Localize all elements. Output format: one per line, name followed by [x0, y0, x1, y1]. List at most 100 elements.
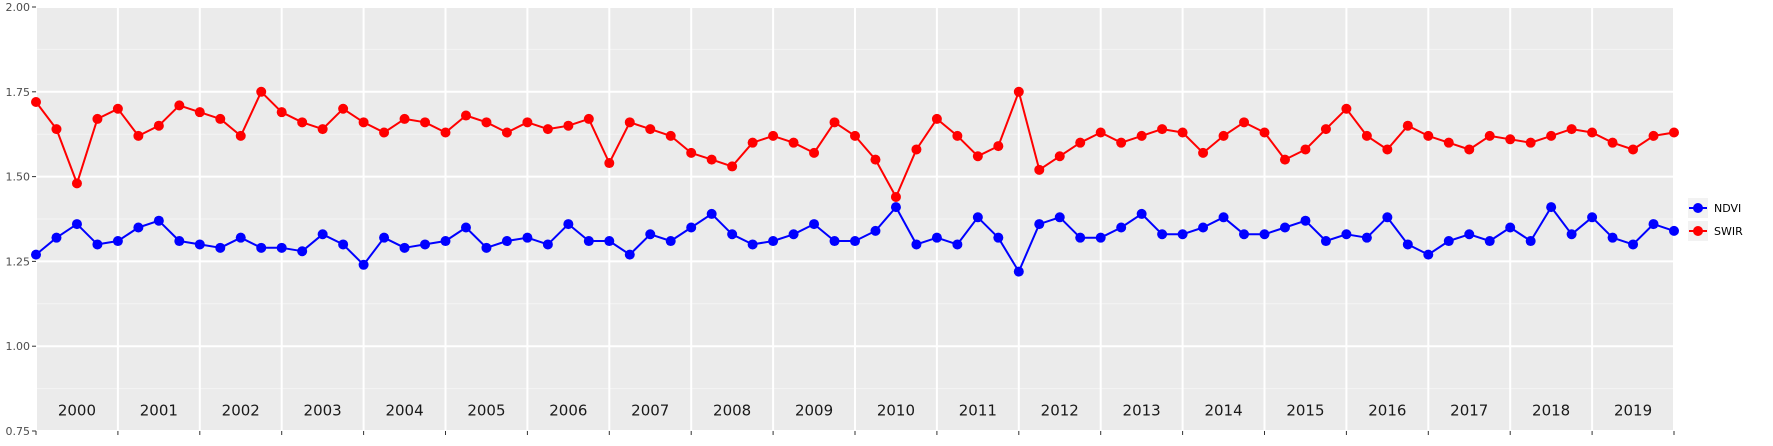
data-point-swir — [1628, 144, 1639, 155]
data-point-swir — [1402, 120, 1413, 131]
data-point-swir — [501, 127, 512, 138]
data-point-swir — [890, 191, 901, 202]
data-point-swir — [1075, 137, 1086, 148]
data-point-ndvi — [276, 242, 287, 253]
data-point-swir — [829, 117, 840, 128]
year-label: 2018 — [1532, 402, 1570, 420]
data-point-swir — [1279, 154, 1290, 165]
y-tick-label: 0.75 — [6, 425, 31, 438]
data-point-swir — [1443, 137, 1454, 148]
data-point-ndvi — [1054, 212, 1065, 223]
data-point-ndvi — [1648, 219, 1659, 230]
data-point-ndvi — [1382, 212, 1393, 223]
data-point-swir — [747, 137, 758, 148]
data-point-ndvi — [31, 249, 41, 260]
y-tick-label: 2.00 — [6, 1, 31, 14]
data-point-swir — [399, 113, 410, 124]
year-label: 2009 — [795, 402, 833, 420]
data-point-swir — [1034, 164, 1045, 175]
data-point-swir — [952, 130, 963, 141]
data-point-ndvi — [1013, 266, 1024, 277]
data-point-ndvi — [952, 239, 963, 250]
data-point-swir — [317, 124, 328, 135]
data-point-swir — [583, 113, 594, 124]
data-point-swir — [215, 113, 226, 124]
data-point-swir — [379, 127, 390, 138]
data-point-ndvi — [686, 222, 697, 233]
data-point-swir — [1198, 147, 1209, 158]
year-label: 2002 — [222, 402, 260, 420]
data-point-ndvi — [153, 215, 164, 226]
data-point-ndvi — [399, 242, 410, 253]
data-point-ndvi — [1402, 239, 1413, 250]
data-point-ndvi — [1279, 222, 1290, 233]
data-point-swir — [256, 86, 267, 97]
year-label: 2017 — [1450, 402, 1488, 420]
legend-key-marker — [1693, 226, 1703, 236]
year-label: 2007 — [631, 402, 669, 420]
data-point-ndvi — [563, 219, 574, 230]
data-point-swir — [727, 161, 738, 172]
data-point-ndvi — [1136, 208, 1147, 219]
data-point-swir — [153, 120, 164, 131]
data-point-swir — [1525, 137, 1536, 148]
data-point-ndvi — [1095, 232, 1106, 243]
data-point-swir — [1484, 130, 1495, 141]
data-point-swir — [1157, 124, 1168, 135]
legend-key-marker — [1693, 203, 1703, 213]
data-point-ndvi — [1484, 236, 1495, 247]
data-point-ndvi — [297, 246, 308, 257]
year-label: 2001 — [140, 402, 178, 420]
data-point-ndvi — [829, 236, 840, 247]
data-point-ndvi — [1566, 229, 1577, 240]
data-point-ndvi — [440, 236, 451, 247]
year-label: 2003 — [304, 402, 342, 420]
data-point-swir — [1218, 130, 1229, 141]
data-point-ndvi — [1423, 249, 1434, 260]
year-label: 2019 — [1614, 402, 1652, 420]
data-point-swir — [645, 124, 656, 135]
data-point-ndvi — [71, 219, 82, 230]
data-point-swir — [1054, 151, 1065, 162]
data-point-ndvi — [133, 222, 144, 233]
year-label: 2010 — [877, 402, 915, 420]
data-point-ndvi — [870, 225, 881, 236]
data-point-swir — [931, 113, 942, 124]
year-label: 2006 — [549, 402, 587, 420]
data-point-swir — [706, 154, 717, 165]
year-label: 2013 — [1123, 402, 1161, 420]
data-point-swir — [1546, 130, 1557, 141]
y-tick-label: 1.75 — [6, 86, 31, 99]
data-point-ndvi — [1361, 232, 1372, 243]
data-point-ndvi — [1218, 212, 1229, 223]
data-point-ndvi — [358, 259, 369, 270]
data-point-ndvi — [174, 236, 185, 247]
data-point-ndvi — [542, 239, 553, 250]
data-point-swir — [1423, 130, 1434, 141]
data-point-ndvi — [1669, 225, 1679, 236]
y-tick-label: 1.25 — [6, 255, 31, 268]
data-point-ndvi — [501, 236, 512, 247]
data-point-ndvi — [993, 232, 1004, 243]
data-point-swir — [1587, 127, 1598, 138]
data-point-ndvi — [1464, 229, 1475, 240]
data-point-swir — [358, 117, 369, 128]
year-label: 2012 — [1041, 402, 1079, 420]
data-point-ndvi — [256, 242, 267, 253]
data-point-swir — [51, 124, 62, 135]
data-point-swir — [338, 103, 349, 114]
data-point-ndvi — [235, 232, 246, 243]
data-point-swir — [276, 107, 287, 118]
data-point-ndvi — [911, 239, 922, 250]
data-point-swir — [420, 117, 431, 128]
data-point-ndvi — [1259, 229, 1270, 240]
year-label: 2000 — [58, 402, 96, 420]
data-point-swir — [870, 154, 881, 165]
data-point-swir — [1136, 130, 1147, 141]
data-point-ndvi — [583, 236, 594, 247]
data-point-swir — [92, 113, 103, 124]
data-point-ndvi — [379, 232, 390, 243]
data-point-ndvi — [1034, 219, 1045, 230]
